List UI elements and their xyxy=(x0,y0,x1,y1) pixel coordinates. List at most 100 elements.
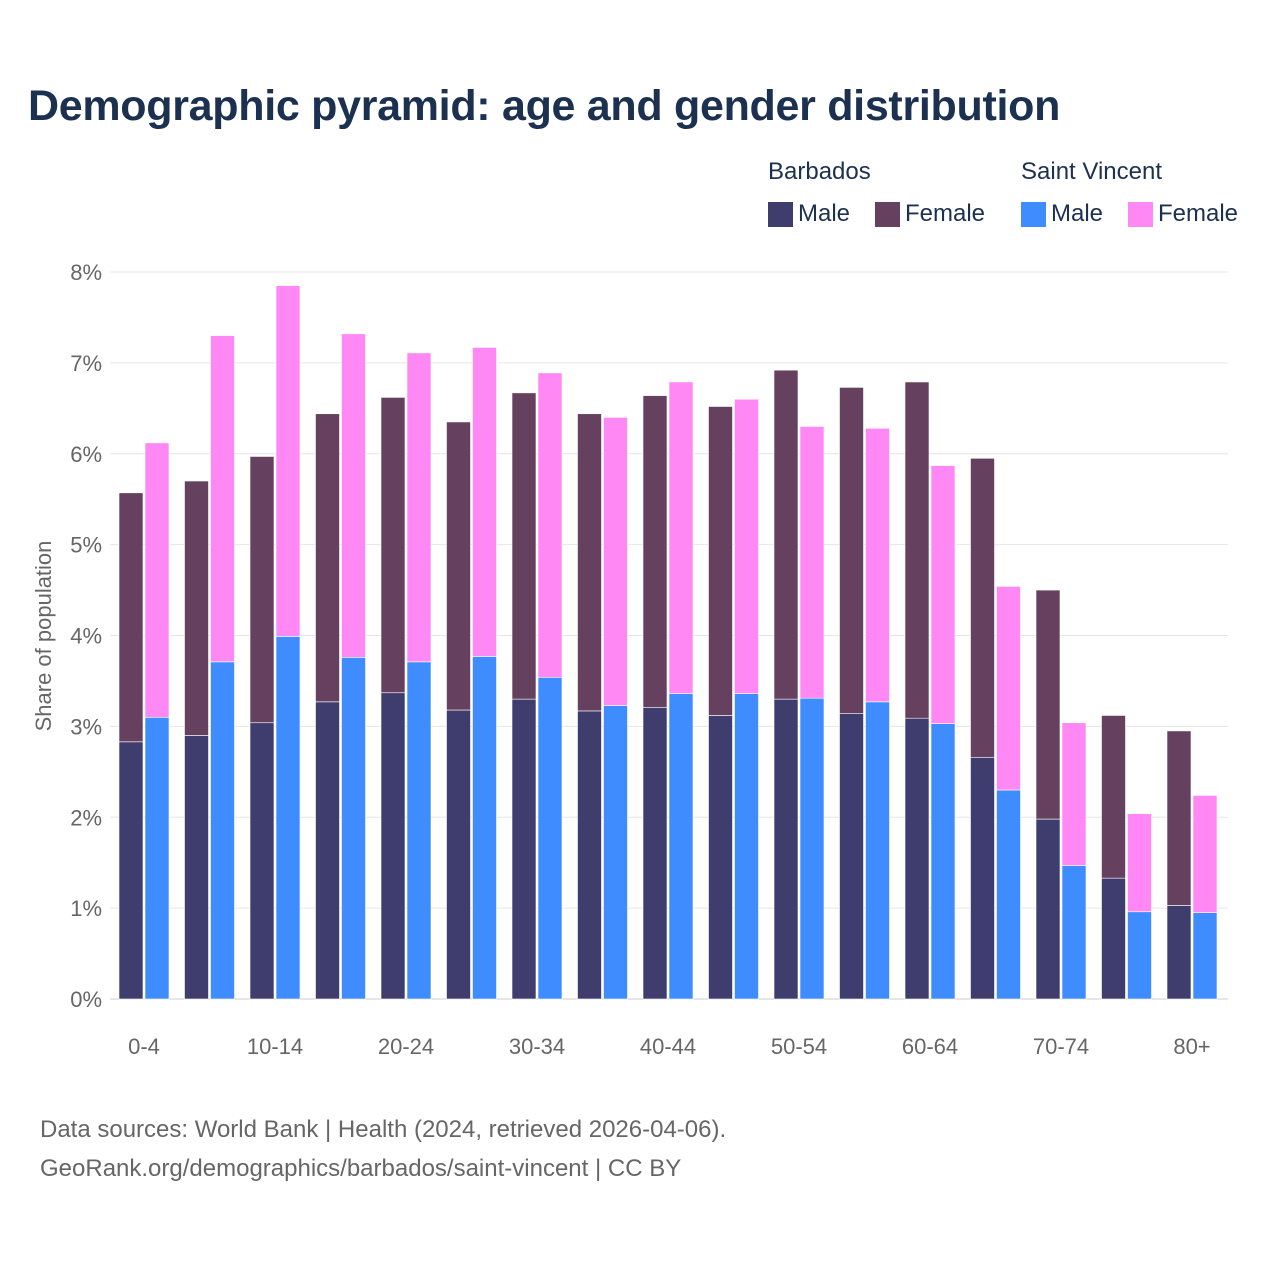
source-line-2: GeoRank.org/demographics/barbados/saint-… xyxy=(40,1155,682,1182)
bar-barbados-female-20-24[interactable] xyxy=(380,397,406,694)
bar-saint-vincent-female-50-54[interactable] xyxy=(799,426,825,699)
bar-saint-vincent-male-30-34[interactable] xyxy=(537,677,563,1000)
bar-saint-vincent-female-75-79[interactable] xyxy=(1127,813,1152,913)
bar-barbados-male-30-34[interactable] xyxy=(511,698,537,1000)
bar-saint-vincent-male-40-44[interactable] xyxy=(668,693,694,1000)
legend-barbados-female[interactable]: Female xyxy=(875,200,985,228)
bar-saint-vincent-female-60-64[interactable] xyxy=(930,465,956,724)
bar-barbados-female-65-69[interactable] xyxy=(970,457,995,758)
x-tick-label: 50-54 xyxy=(771,1034,827,1059)
bar-barbados-male-20-24[interactable] xyxy=(380,692,406,1000)
bar-saint-vincent-female-65-69[interactable] xyxy=(996,586,1021,791)
bar-saint-vincent-female-45-49[interactable] xyxy=(734,398,759,694)
bar-saint-vincent-male-20-24[interactable] xyxy=(406,661,432,1000)
bar-barbados-female-30-34[interactable] xyxy=(511,392,537,700)
plot-area: Share of population 0% 1% 2% 3% 4% 5% 6% 7% 8% 0-… xyxy=(31,260,1228,1059)
bar-barbados-male-10-14[interactable] xyxy=(249,722,275,1000)
legend-swatch xyxy=(768,201,793,227)
bar-saint-vincent-female-10-14[interactable] xyxy=(275,285,301,637)
bar-barbados-female-25-29[interactable] xyxy=(446,421,471,711)
bar-barbados-female-15-19[interactable] xyxy=(315,413,340,703)
x-tick-label: 70-74 xyxy=(1033,1034,1089,1059)
bar-saint-vincent-male-50-54[interactable] xyxy=(799,697,825,1000)
bar-barbados-male-70-74[interactable] xyxy=(1035,818,1061,1000)
bar-saint-vincent-male-25-29[interactable] xyxy=(472,656,497,1000)
bar-saint-vincent-male-45-49[interactable] xyxy=(734,693,759,1000)
x-tick-label: 30-34 xyxy=(509,1034,565,1059)
bar-barbados-female-55-59[interactable] xyxy=(839,387,864,714)
bar-barbados-male-60-64[interactable] xyxy=(904,717,930,1000)
y-tick-label: 2% xyxy=(70,805,102,830)
bar-barbados-female-60-64[interactable] xyxy=(904,381,930,719)
bar-barbados-female-40-44[interactable] xyxy=(642,395,668,708)
bar-barbados-female-50-54[interactable] xyxy=(773,369,799,700)
chart-title: Demographic pyramid: age and gender dist… xyxy=(28,82,1061,130)
bar-saint-vincent-male-15-19[interactable] xyxy=(341,657,366,1000)
bar-barbados-male-50-54[interactable] xyxy=(773,698,799,1000)
bar-saint-vincent-male-70-74[interactable] xyxy=(1061,865,1087,1000)
bar-barbados-male-65-69[interactable] xyxy=(970,756,995,1000)
bar-saint-vincent-male-10-14[interactable] xyxy=(275,636,301,1000)
legend-group-barbados: Barbados xyxy=(768,158,871,185)
y-tick-label: 7% xyxy=(70,351,102,376)
bar-saint-vincent-female-55-59[interactable] xyxy=(865,428,890,703)
bar-barbados-male-5-9[interactable] xyxy=(184,735,209,1000)
legend-swatch xyxy=(1021,201,1046,227)
legend-swatch xyxy=(1128,201,1153,227)
bar-barbados-male-55-59[interactable] xyxy=(839,713,864,1000)
legend-label: Female xyxy=(1158,200,1239,227)
legend-barbados-male[interactable]: Male xyxy=(768,200,850,228)
bar-saint-vincent-female-20-24[interactable] xyxy=(406,352,432,663)
bar-saint-vincent-male-5-9[interactable] xyxy=(210,661,235,1000)
x-tick-label: 0-4 xyxy=(128,1034,160,1059)
bar-saint-vincent-male-65-69[interactable] xyxy=(996,789,1021,1000)
y-tick-label: 5% xyxy=(70,533,102,558)
bar-barbados-male-75-79[interactable] xyxy=(1101,877,1126,1000)
bar-barbados-male-40-44[interactable] xyxy=(642,706,668,1000)
bar-saint-vincent-female-5-9[interactable] xyxy=(210,335,235,663)
legend-swatch xyxy=(875,201,900,227)
legend-saint-vincent-male[interactable]: Male xyxy=(1021,200,1103,228)
x-tick-label: 20-24 xyxy=(378,1034,434,1059)
bar-saint-vincent-male-55-59[interactable] xyxy=(865,701,890,1000)
bar-saint-vincent-female-35-39[interactable] xyxy=(603,417,628,706)
bar-saint-vincent-male-75-79[interactable] xyxy=(1127,911,1152,1000)
y-tick-label: 3% xyxy=(70,714,102,739)
bar-barbados-female-0-4[interactable] xyxy=(118,492,144,743)
bar-barbados-male-80+[interactable] xyxy=(1166,905,1192,1000)
bar-barbados-male-15-19[interactable] xyxy=(315,701,340,1000)
bar-barbados-male-45-49[interactable] xyxy=(708,715,733,1000)
x-tick-label: 60-64 xyxy=(902,1034,958,1059)
bar-saint-vincent-male-80+[interactable] xyxy=(1192,912,1218,1000)
x-tick-label: 10-14 xyxy=(247,1034,303,1059)
bar-saint-vincent-female-25-29[interactable] xyxy=(472,347,497,657)
bar-barbados-female-75-79[interactable] xyxy=(1101,715,1126,879)
bar-barbados-female-45-49[interactable] xyxy=(708,406,733,716)
bar-saint-vincent-male-0-4[interactable] xyxy=(144,716,170,1000)
bar-barbados-female-5-9[interactable] xyxy=(184,480,209,736)
bar-barbados-male-35-39[interactable] xyxy=(577,710,602,1000)
legend-saint-vincent-female[interactable]: Female xyxy=(1128,200,1238,228)
bar-barbados-female-70-74[interactable] xyxy=(1035,589,1061,820)
bar-saint-vincent-male-35-39[interactable] xyxy=(603,705,628,1000)
legend-group-saint-vincent: Saint Vincent xyxy=(1021,158,1162,185)
legend-label: Male xyxy=(1051,200,1104,227)
bar-saint-vincent-male-60-64[interactable] xyxy=(930,723,956,1000)
bar-saint-vincent-female-70-74[interactable] xyxy=(1061,722,1087,866)
y-tick-label: 8% xyxy=(70,260,102,285)
bar-saint-vincent-female-40-44[interactable] xyxy=(668,381,694,694)
bar-barbados-female-10-14[interactable] xyxy=(249,456,275,724)
bar-saint-vincent-female-80+[interactable] xyxy=(1192,795,1218,913)
bar-saint-vincent-female-0-4[interactable] xyxy=(144,442,170,718)
bar-saint-vincent-female-30-34[interactable] xyxy=(537,372,563,678)
y-tick-label: 6% xyxy=(70,442,102,467)
y-axis-label: Share of population xyxy=(31,541,56,732)
bar-barbados-male-25-29[interactable] xyxy=(446,709,471,1000)
source-line-1: Data sources: World Bank | Health (2024,… xyxy=(40,1116,727,1143)
bar-saint-vincent-female-15-19[interactable] xyxy=(341,333,366,658)
bar-barbados-female-35-39[interactable] xyxy=(577,413,602,712)
x-tick-label: 40-44 xyxy=(640,1034,696,1059)
bar-barbados-male-0-4[interactable] xyxy=(118,741,144,1000)
bar-barbados-female-80+[interactable] xyxy=(1166,730,1192,906)
y-tick-label: 4% xyxy=(70,624,102,649)
